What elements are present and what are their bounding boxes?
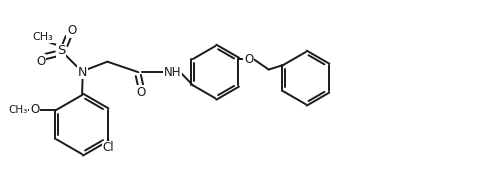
Text: S: S [57,44,65,57]
Text: O: O [136,86,145,99]
Text: NH: NH [164,66,181,79]
Text: O: O [30,103,39,116]
Text: N: N [78,66,87,79]
Text: Cl: Cl [103,142,114,154]
Text: O: O [36,55,46,68]
Text: O: O [244,53,253,66]
Text: O: O [67,24,76,37]
Text: CH₃: CH₃ [9,105,28,115]
Text: CH₃: CH₃ [33,32,53,42]
